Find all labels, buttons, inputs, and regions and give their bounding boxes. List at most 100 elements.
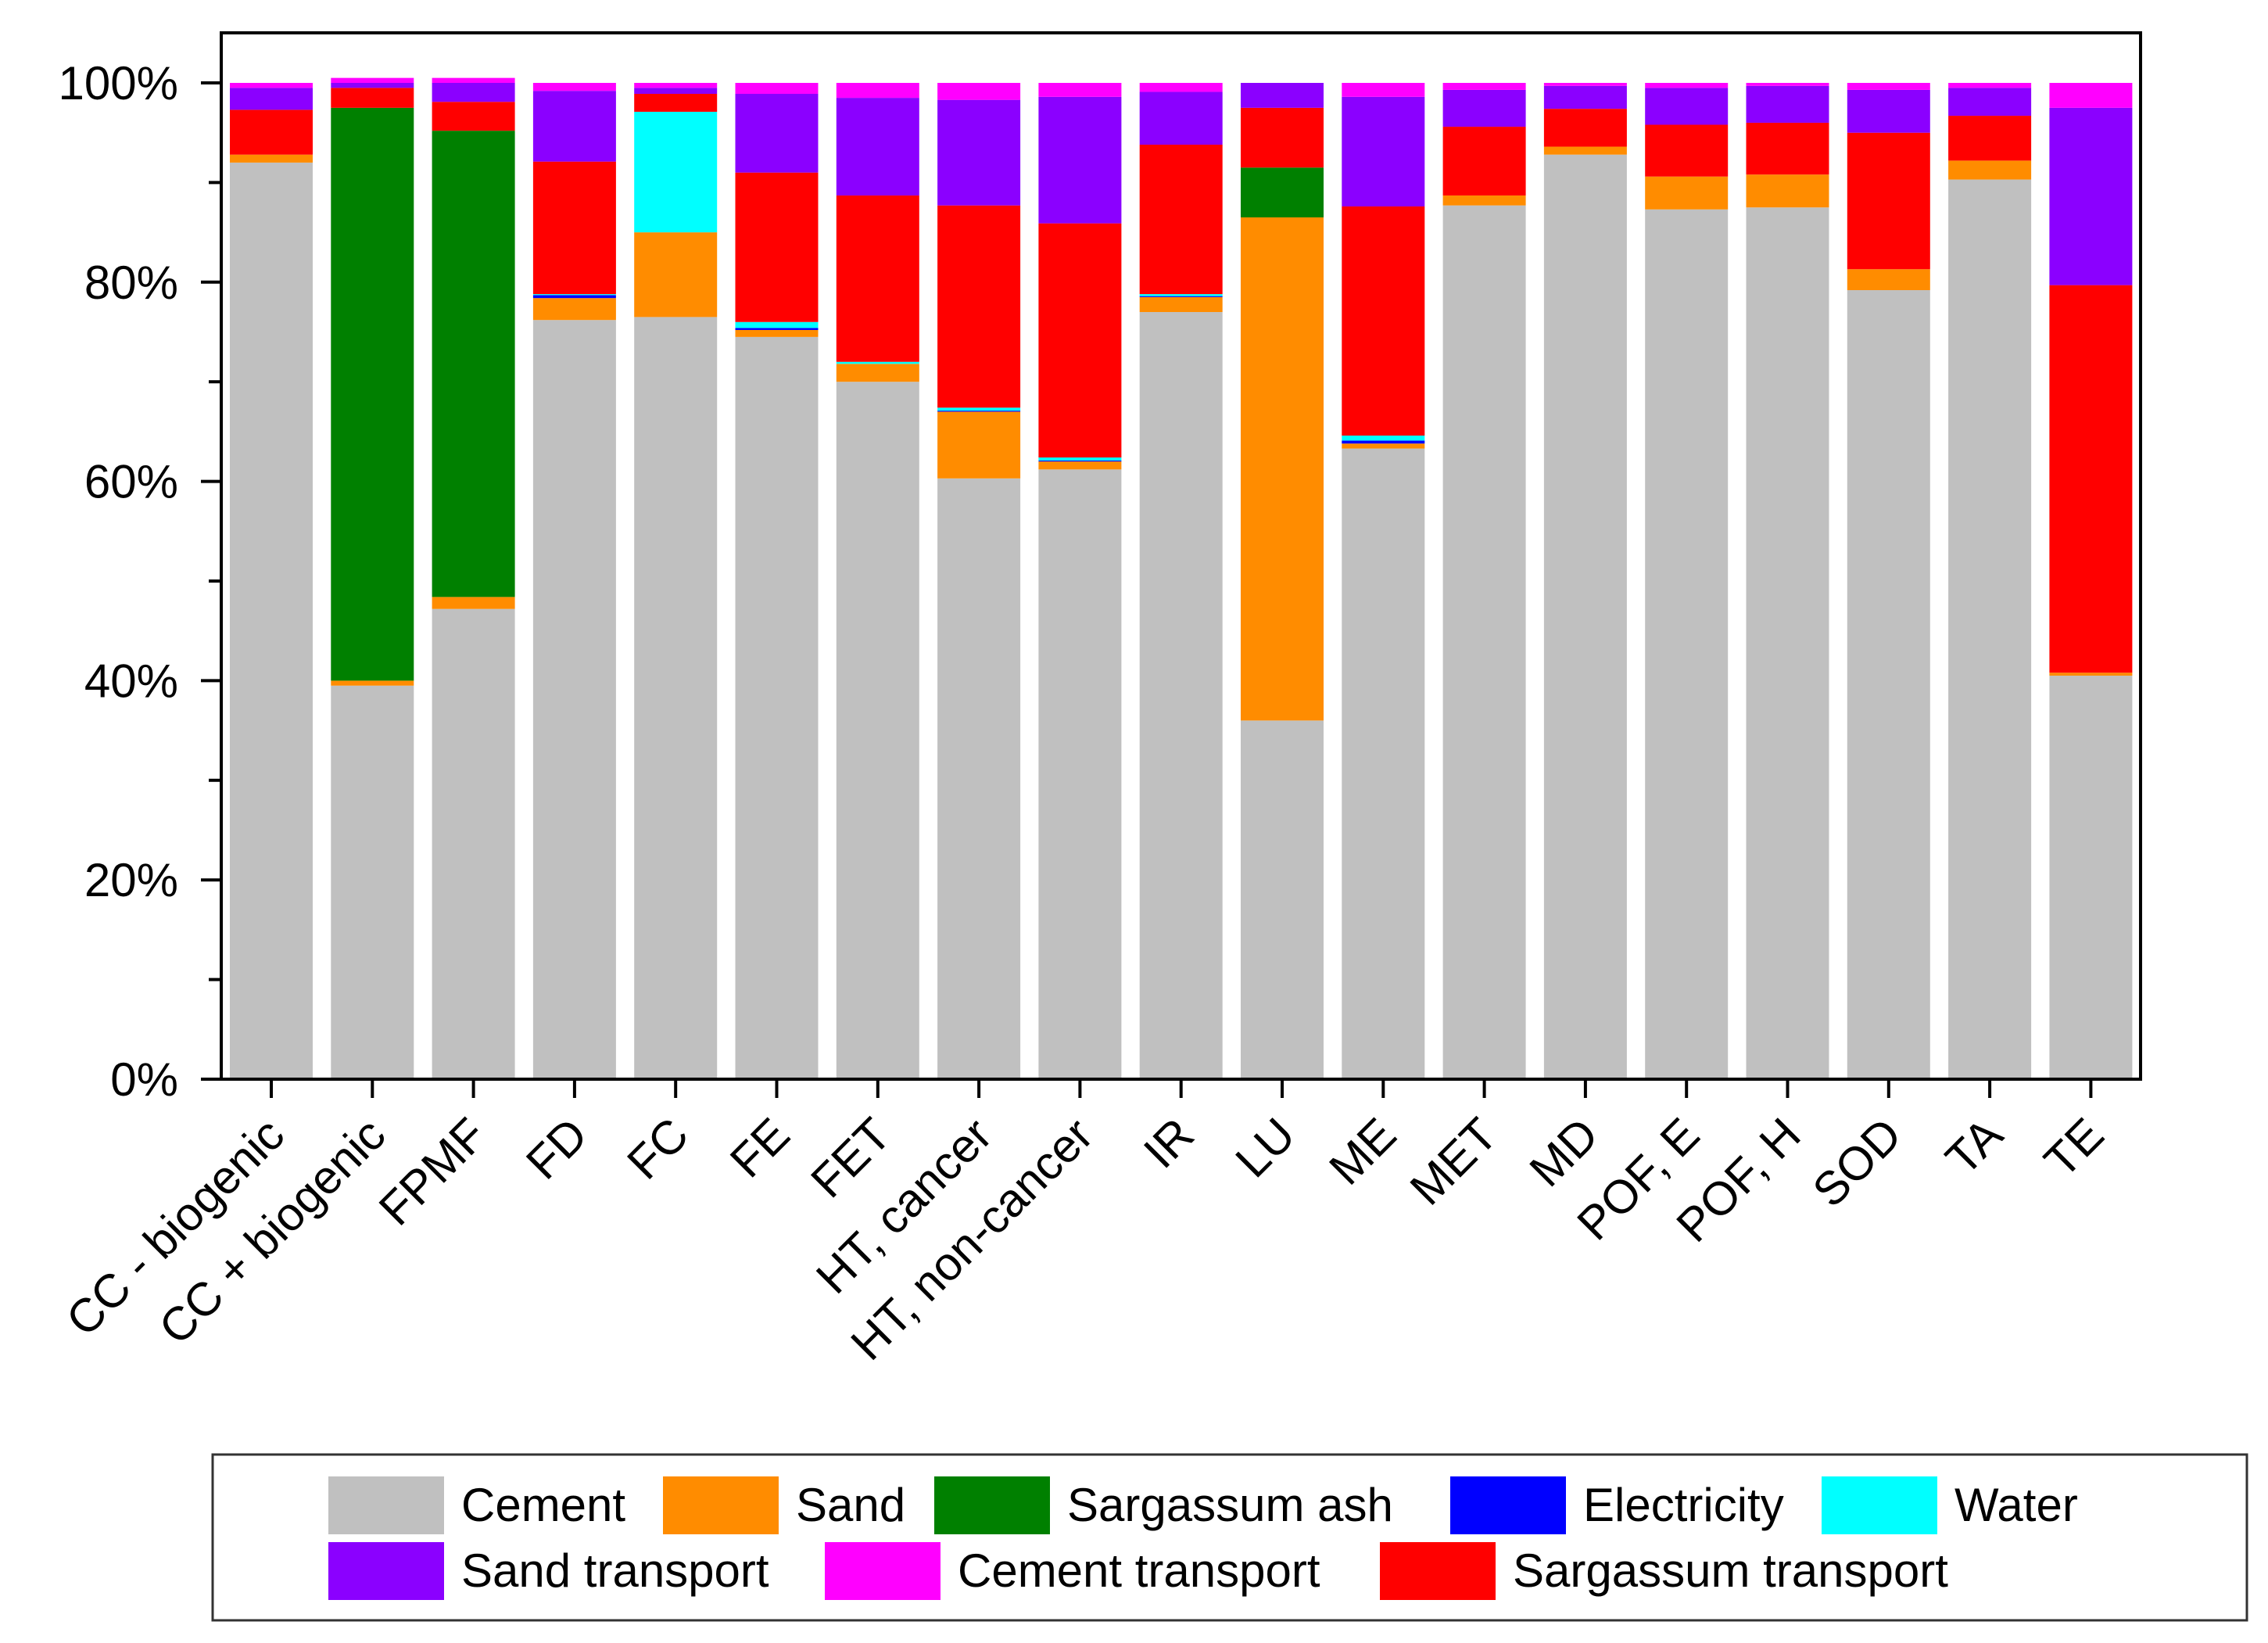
bar-segment xyxy=(1139,91,1223,145)
legend-label: Sand xyxy=(796,1479,905,1531)
bar-segment xyxy=(937,83,1021,100)
bar-segment xyxy=(1241,720,1324,1079)
bar-segment xyxy=(1241,83,1324,108)
legend-label: Water xyxy=(1954,1479,2078,1531)
x-tick-label: ME xyxy=(1319,1108,1406,1195)
bar-segment xyxy=(1645,209,1729,1080)
legend-swatch xyxy=(328,1476,444,1534)
y-tick-label: 60% xyxy=(84,456,178,508)
x-tick-label: FC xyxy=(617,1108,698,1189)
legend-swatch xyxy=(328,1542,444,1600)
bar-segment xyxy=(836,382,919,1079)
bar-stack xyxy=(1948,83,2032,1079)
bar-segment xyxy=(735,329,819,337)
bar-segment xyxy=(1342,83,1425,97)
x-tick-label: IR xyxy=(1134,1108,1204,1178)
bar-segment xyxy=(2049,107,2133,285)
bar-stack xyxy=(1645,83,1729,1080)
legend-swatch xyxy=(1450,1476,1566,1534)
bar-segment xyxy=(1543,85,1627,109)
bar-segment xyxy=(1847,132,1930,270)
bar-segment xyxy=(230,109,313,155)
x-tick-label: TA xyxy=(1936,1108,2012,1185)
bar-segment xyxy=(331,685,414,1079)
bar-segment xyxy=(735,83,819,95)
bar-stack xyxy=(1241,83,1324,1079)
bar-segment xyxy=(836,361,919,364)
bar-segment xyxy=(735,94,819,173)
x-tick-label: FE xyxy=(720,1108,800,1188)
bar-stack xyxy=(1038,83,1122,1079)
x-tick-label: MD xyxy=(1520,1108,1608,1196)
bar-segment xyxy=(1847,289,1930,1079)
bar-segment xyxy=(230,88,313,110)
legend-label: Electricity xyxy=(1583,1479,1784,1531)
bar-segment xyxy=(1241,167,1324,217)
bar-segment xyxy=(1847,83,1930,90)
bar-segment xyxy=(331,77,414,83)
legend-label: Cement transport xyxy=(958,1544,1320,1597)
bar-stack xyxy=(836,83,919,1079)
legend-label: Sargassum transport xyxy=(1513,1544,1948,1597)
legend-label: Sargassum ash xyxy=(1067,1479,1393,1531)
bar-segment xyxy=(1139,312,1223,1079)
bar-segment xyxy=(1342,206,1425,436)
bar-segment xyxy=(432,131,515,597)
bar-segment xyxy=(1746,174,1829,208)
bar-segment xyxy=(532,83,616,91)
y-tick-label: 0% xyxy=(110,1053,178,1106)
bar-stack xyxy=(1543,83,1627,1079)
bar-segment xyxy=(1139,83,1223,92)
bar-segment xyxy=(1543,83,1627,86)
bar-segment xyxy=(1139,296,1223,297)
bar-segment xyxy=(1543,109,1627,147)
bar-segment xyxy=(1543,154,1627,1079)
bar-segment xyxy=(432,77,515,83)
bar-segment xyxy=(2049,83,2133,108)
bar-segment xyxy=(1543,146,1627,155)
bar-stack xyxy=(1139,83,1223,1079)
bar-segment xyxy=(735,172,819,322)
x-tick-label: LU xyxy=(1226,1108,1306,1188)
bar-segment xyxy=(1645,176,1729,210)
x-tick-label: TE xyxy=(2034,1108,2114,1188)
bar-segment xyxy=(937,407,1021,411)
legend-swatch xyxy=(1380,1542,1496,1600)
bar-segment xyxy=(1948,116,2032,161)
legend: Cement Sand Sargassum ash Electricity WaterS… xyxy=(211,1453,2248,1622)
bar-segment xyxy=(331,107,414,681)
bar-segment xyxy=(432,102,515,131)
bar-stack xyxy=(532,83,616,1079)
bar-segment xyxy=(432,597,515,609)
bar-segment xyxy=(1038,83,1122,97)
bar-segment xyxy=(1847,89,1930,133)
bar-segment xyxy=(532,294,616,296)
bar-segment xyxy=(1442,89,1526,127)
bar-segment xyxy=(230,83,313,88)
bar-segment xyxy=(331,680,414,686)
bar-stack xyxy=(230,83,313,1079)
y-tick-label: 100% xyxy=(59,57,178,109)
bar-segment xyxy=(836,98,919,196)
bar-segment xyxy=(1948,179,2032,1079)
legend-label: Sand transport xyxy=(461,1544,769,1597)
bar-segment xyxy=(1442,205,1526,1079)
bar-segment xyxy=(1948,160,2032,180)
bar-stack xyxy=(735,83,819,1079)
bar-segment xyxy=(1342,443,1425,449)
x-tick-label: FD xyxy=(516,1108,597,1189)
bar-segment xyxy=(1038,96,1122,224)
bar-segment xyxy=(1241,217,1324,721)
bar-stack xyxy=(937,83,1021,1079)
bar-segment xyxy=(735,321,819,328)
bar-segment xyxy=(1342,448,1425,1079)
bar-segment xyxy=(1645,124,1729,177)
bar-segment xyxy=(836,364,919,382)
bar-segment xyxy=(2049,285,2133,673)
bar-stack xyxy=(634,83,718,1079)
legend-swatch xyxy=(825,1542,941,1600)
bar-stack xyxy=(1442,83,1526,1079)
bar-segment xyxy=(937,99,1021,206)
legend-swatch xyxy=(1822,1476,1937,1534)
bar-segment xyxy=(1746,207,1829,1079)
